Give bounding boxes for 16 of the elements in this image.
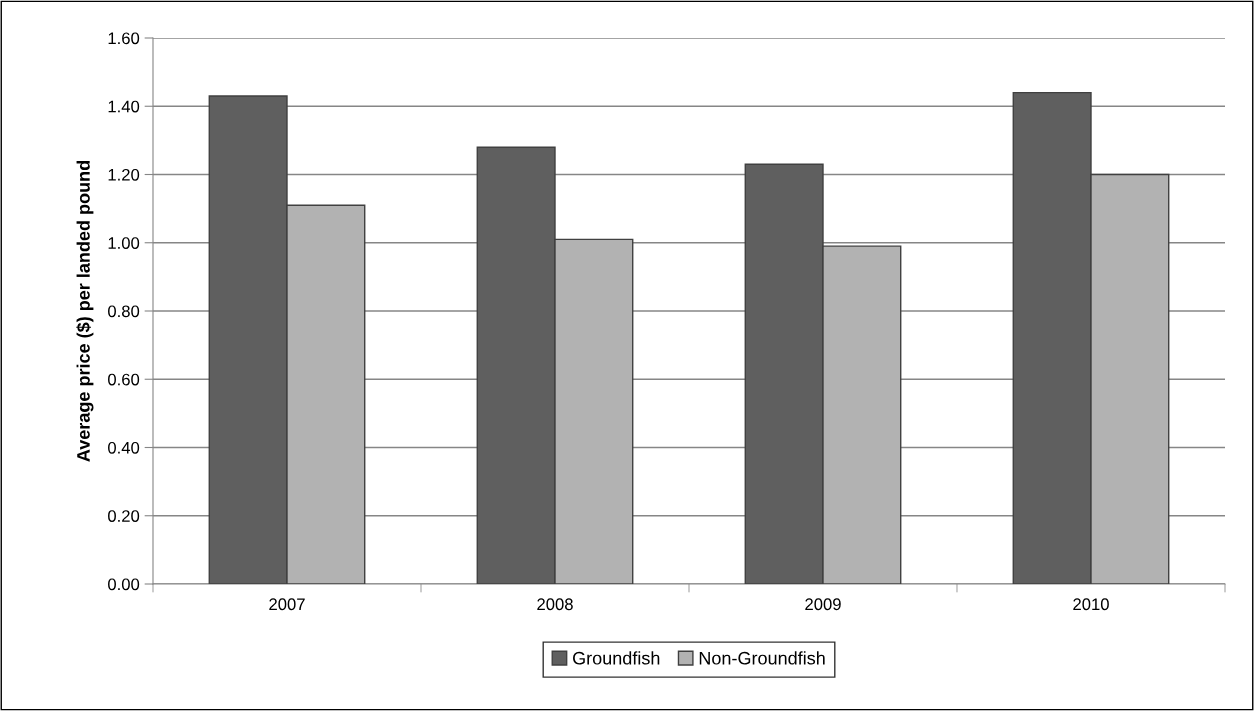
x-tick-label: 2009 [805,598,841,611]
x-tick-label: 2010 [1073,598,1109,611]
y-tick-label: 1.60 [108,32,140,45]
x-tick-label: 2008 [537,598,573,611]
y-tick-label: 0.20 [108,510,140,522]
x-tick-label: 2007 [269,598,305,611]
y-tick-label: 0.40 [108,441,140,454]
legend-label: Groundfish [573,651,660,665]
y-tick-label: 0.80 [108,305,140,318]
legend-label: Non-Groundfish [699,651,825,665]
y-tick-label: 1.20 [108,168,140,181]
y-tick-label: 0.00 [108,578,140,591]
y-tick-label: 1.40 [108,100,140,113]
y-tick-label: 0.60 [108,373,140,386]
y-axis-title: Average price ($) per landed pound [76,161,94,462]
y-tick-label: 1.00 [108,237,140,249]
